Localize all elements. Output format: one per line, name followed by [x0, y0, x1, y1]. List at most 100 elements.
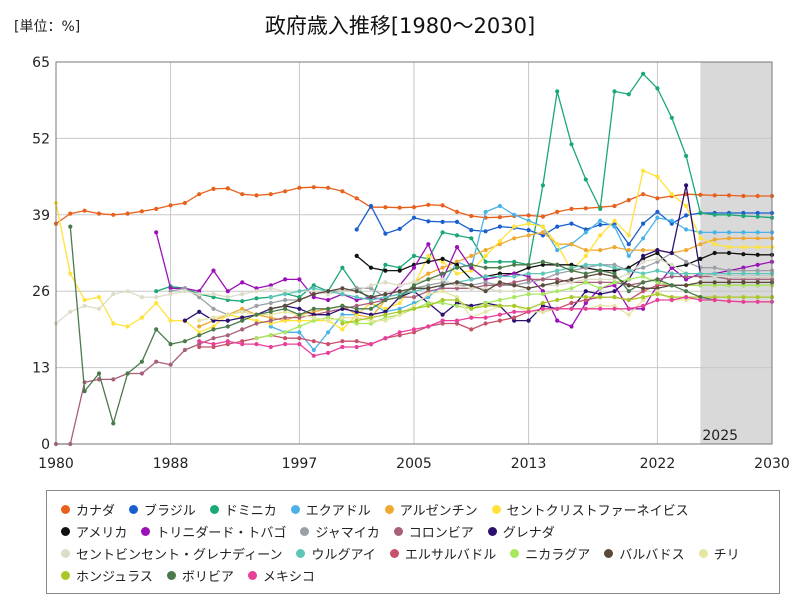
- data-point: [340, 303, 345, 308]
- data-point: [411, 265, 417, 270]
- data-point: [340, 321, 345, 326]
- data-point: [469, 268, 474, 273]
- data-point: [497, 215, 502, 220]
- data-point: [125, 324, 130, 329]
- data-point: [641, 280, 646, 285]
- data-point: [240, 315, 245, 320]
- data-point: [154, 206, 159, 211]
- data-point: [454, 262, 460, 267]
- data-point: [96, 371, 102, 376]
- data-point: [641, 253, 646, 258]
- data-point: [540, 277, 546, 282]
- legend-marker: [389, 548, 399, 558]
- data-point: [755, 277, 760, 282]
- series-line: [69, 226, 715, 425]
- data-point: [497, 271, 502, 276]
- data-point: [612, 289, 617, 294]
- data-point: [340, 286, 345, 291]
- legend-label: コロンビア: [408, 525, 474, 541]
- data-point: [755, 268, 760, 273]
- legend-marker: [247, 570, 257, 580]
- data-point: [240, 292, 245, 297]
- data-point: [483, 229, 488, 234]
- data-point: [583, 300, 588, 306]
- data-point: [698, 192, 703, 197]
- data-point: [598, 280, 603, 285]
- data-point: [612, 280, 617, 285]
- data-point: [655, 174, 660, 179]
- data-point: [583, 253, 588, 258]
- data-point: [154, 295, 159, 300]
- data-point: [526, 221, 531, 226]
- data-point: [125, 371, 130, 376]
- data-point: [168, 342, 173, 347]
- data-point: [326, 318, 331, 323]
- data-point: [82, 208, 87, 213]
- data-point: [497, 280, 502, 285]
- data-point: [712, 271, 717, 276]
- legend-label: カナダ: [76, 503, 116, 519]
- data-point: [684, 227, 689, 232]
- data-point: [626, 242, 631, 247]
- data-point: [340, 344, 345, 350]
- data-point: [440, 280, 445, 285]
- data-point: [225, 324, 230, 329]
- data-point: [583, 177, 588, 182]
- data-point: [612, 262, 617, 267]
- data-point: [254, 321, 259, 326]
- data-point: [555, 248, 560, 253]
- data-point: [483, 283, 488, 288]
- data-point: [655, 196, 660, 201]
- data-point: [326, 297, 331, 303]
- data-point: [96, 306, 102, 311]
- data-point: [440, 321, 445, 326]
- data-point: [569, 286, 574, 291]
- data-point: [368, 265, 374, 270]
- x-tick-label: 2030: [754, 456, 790, 472]
- data-point: [684, 183, 689, 188]
- data-point: [497, 303, 502, 308]
- data-point: [655, 280, 660, 285]
- data-point: [426, 253, 431, 258]
- data-point: [469, 303, 474, 308]
- data-point: [168, 362, 173, 367]
- data-point: [397, 289, 402, 294]
- data-point: [454, 209, 460, 214]
- data-point: [755, 230, 760, 235]
- data-point: [598, 206, 603, 211]
- legend-item: セントビンセント・グレナディーン: [61, 542, 282, 564]
- data-point: [497, 312, 502, 317]
- data-point: [111, 292, 116, 297]
- data-point: [741, 295, 746, 300]
- data-point: [726, 277, 732, 282]
- data-point: [583, 227, 588, 232]
- data-point: [741, 213, 746, 219]
- data-point: [626, 283, 631, 288]
- data-point: [726, 245, 732, 250]
- legend-label: ボリビア: [181, 569, 234, 585]
- data-point: [726, 271, 732, 276]
- data-point: [641, 303, 646, 308]
- data-point: [540, 262, 546, 267]
- data-point: [612, 245, 617, 250]
- data-point: [268, 315, 273, 320]
- data-point: [612, 268, 617, 273]
- data-point: [684, 295, 689, 300]
- data-point: [669, 295, 674, 300]
- data-point: [483, 259, 488, 264]
- series-2: [154, 71, 775, 304]
- data-point: [612, 303, 617, 308]
- forecast-label: 2025: [702, 428, 738, 444]
- data-point: [411, 280, 417, 285]
- data-point: [254, 296, 259, 301]
- data-point: [712, 212, 717, 217]
- data-point: [669, 274, 674, 279]
- legend-marker: [510, 548, 520, 558]
- data-point: [598, 286, 603, 291]
- data-point: [555, 89, 560, 94]
- data-point: [483, 289, 488, 294]
- data-point: [598, 222, 603, 227]
- data-point: [512, 280, 517, 285]
- data-point: [426, 242, 431, 247]
- data-point: [326, 350, 331, 355]
